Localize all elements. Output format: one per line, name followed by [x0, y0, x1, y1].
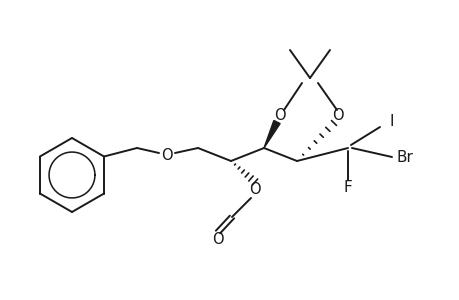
Text: O: O [212, 232, 224, 247]
Text: O: O [331, 107, 343, 122]
Text: O: O [274, 107, 285, 122]
Text: O: O [249, 182, 260, 197]
Text: Br: Br [396, 151, 413, 166]
Text: F: F [343, 181, 352, 196]
Text: O: O [161, 148, 173, 163]
Text: I: I [389, 115, 393, 130]
Polygon shape [263, 120, 280, 148]
